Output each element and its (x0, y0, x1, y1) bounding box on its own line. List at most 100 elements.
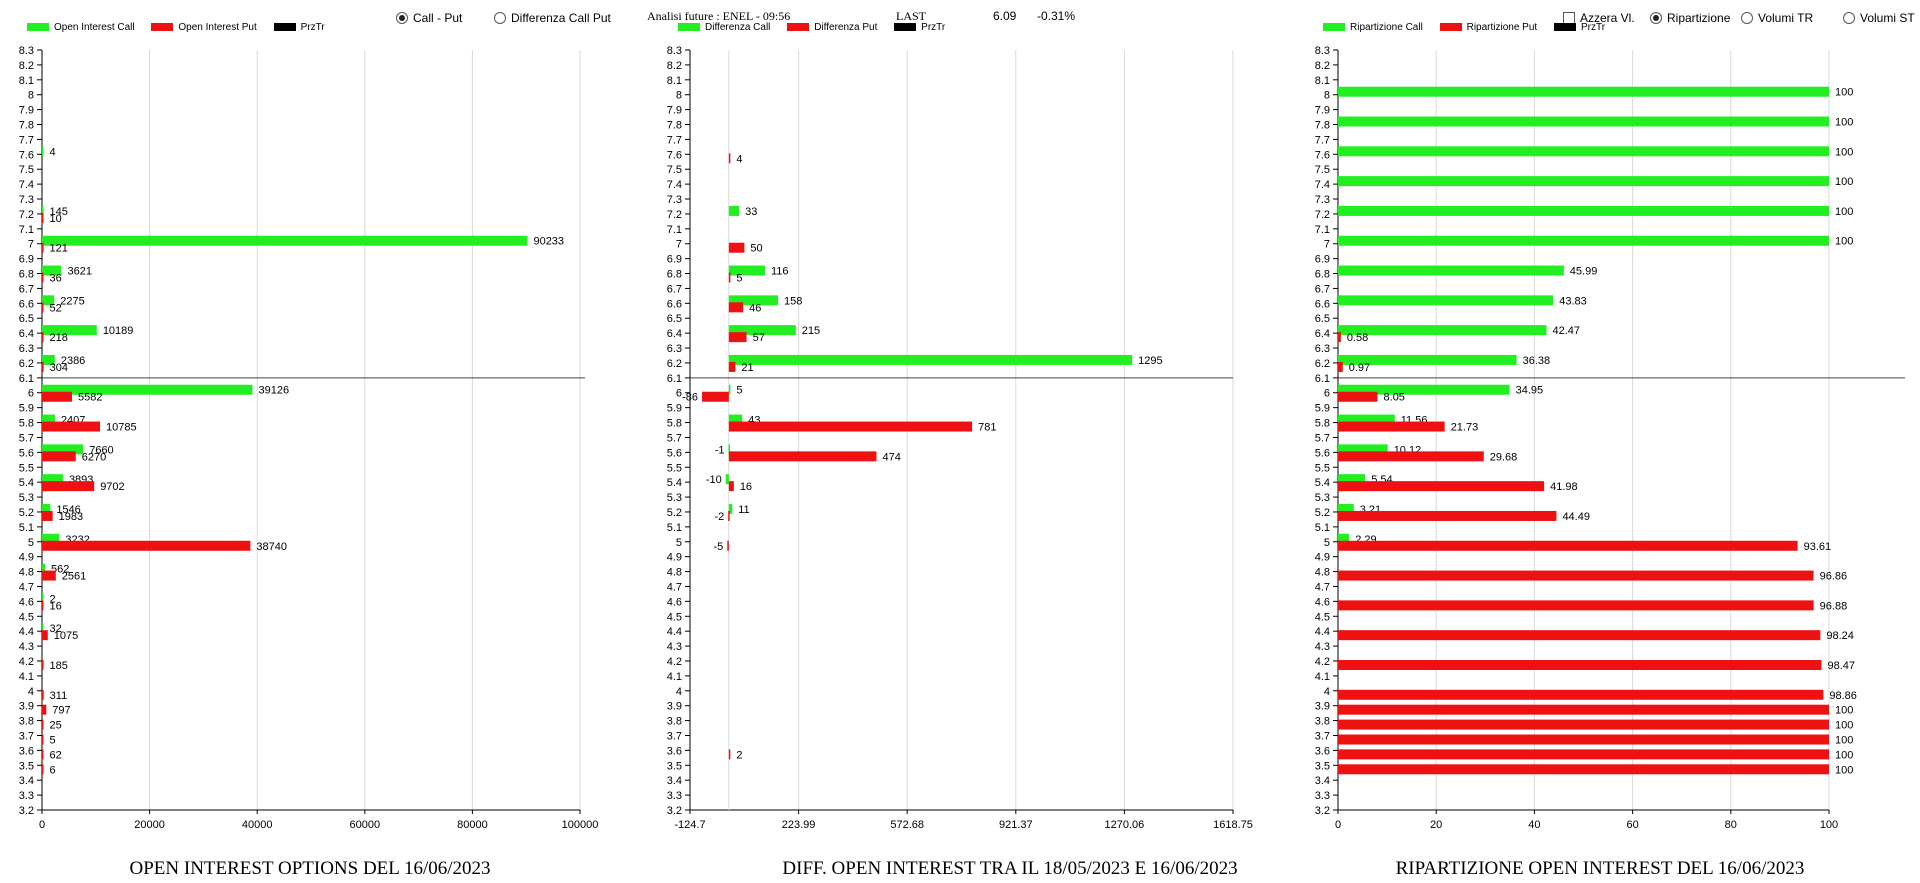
put-bar (727, 540, 729, 551)
put-bar (42, 734, 44, 745)
put-bar (42, 764, 44, 775)
legend-label: PrzTr (921, 22, 946, 33)
put-value-label: 304 (50, 362, 68, 374)
x-tick-label: 100 (1820, 819, 1838, 831)
y-tick-label: 7.3 (19, 194, 34, 206)
y-tick-label: 5.3 (19, 492, 34, 504)
x-tick-label: 80000 (457, 819, 488, 831)
put-value-label: 38740 (256, 541, 287, 553)
azzera-checkbox[interactable]: Azzera Vl. (1563, 11, 1635, 25)
y-tick-label: 3.7 (1315, 730, 1330, 742)
put-bar (42, 361, 44, 372)
y-tick-label: 5.3 (667, 492, 682, 504)
call-put-radio[interactable]: Call - Put (396, 11, 462, 25)
call-value-label: 116 (771, 266, 789, 278)
y-tick-label: 4.2 (19, 656, 34, 668)
legend-item-put: Open Interest Put (151, 22, 257, 33)
call-bar (1338, 414, 1395, 425)
put-value-label: 5 (50, 734, 56, 746)
put-value-label: 4 (736, 153, 742, 165)
y-tick-label: 5 (1324, 537, 1330, 549)
y-tick-label: 6.8 (19, 269, 34, 281)
radio-empty-icon (1741, 12, 1753, 24)
put-bar (42, 600, 44, 611)
y-tick-label: 3.4 (19, 775, 34, 787)
legend-label: Ripartizione Call (1350, 22, 1423, 33)
y-tick-label: 6.7 (1315, 283, 1330, 295)
ripartizione-label: Ripartizione (1667, 11, 1731, 25)
y-tick-label: 3.2 (667, 805, 682, 817)
call-value-label: 100 (1835, 176, 1853, 188)
put-value-label: 21 (741, 362, 753, 374)
call-bar (728, 205, 740, 216)
diff-call-put-label: Differenza Call Put (511, 11, 611, 25)
y-tick-label: 3.9 (19, 701, 34, 713)
put-bar (1338, 749, 1829, 760)
last-label: LAST (896, 9, 926, 23)
put-bar (1338, 719, 1829, 730)
put-bar (42, 481, 95, 492)
y-tick-label: 3.6 (1315, 745, 1330, 757)
put-bar (1338, 361, 1343, 372)
volumi-tr-radio[interactable]: Volumi TR (1741, 11, 1813, 25)
legend-label: PrzTr (1580, 22, 1606, 33)
y-tick-label: 7.4 (19, 179, 34, 191)
put-value-label: 96.88 (1820, 600, 1848, 612)
y-tick-label: 3.9 (667, 701, 682, 713)
put-bar (42, 391, 73, 402)
call-value-label: 100 (1835, 236, 1853, 248)
call-value-label: 100 (1835, 117, 1853, 129)
put-bar (728, 361, 736, 372)
y-tick-label: 5.9 (1315, 403, 1330, 415)
call-bar (1338, 265, 1564, 276)
y-tick-label: 6.5 (667, 313, 682, 325)
put-bar (42, 242, 44, 253)
y-tick-label: 8.1 (19, 75, 34, 87)
volumi-tr-label: Volumi TR (1758, 11, 1814, 25)
y-tick-label: 6.2 (19, 358, 34, 370)
put-value-label: 6 (50, 764, 56, 776)
ripartizione-radio[interactable]: Ripartizione (1650, 11, 1730, 25)
put-bar (42, 540, 251, 551)
y-tick-label: 7.3 (667, 194, 682, 206)
y-tick-label: 3.4 (1315, 775, 1330, 787)
call-bar (1338, 354, 1517, 365)
y-tick-label: 8.3 (667, 45, 682, 57)
volumi-st-radio[interactable]: Volumi ST (1843, 11, 1915, 25)
put-value-label: 52 (50, 302, 62, 314)
y-tick-label: 6.8 (1315, 269, 1330, 281)
y-tick-label: 4.4 (1315, 626, 1330, 638)
put-value-label: 44.49 (1562, 511, 1590, 523)
y-tick-label: 7 (28, 239, 34, 251)
ripartizione-chart: 0 20 40 60 80 100 3.2 3.3 3.4 3.5 3.6 3.7 3.8 3.9 4 4.1… (1315, 45, 1905, 831)
y-tick-label: 7 (676, 239, 682, 251)
put-bar (728, 510, 730, 521)
y-tick-label: 7.6 (1315, 149, 1330, 161)
diff-call-put-radio[interactable]: Differenza Call Put (494, 11, 611, 25)
legend-item-prztr: PrzTr (1553, 22, 1606, 33)
put-value-label: 98.86 (1829, 690, 1857, 702)
call-value-label: 90233 (533, 236, 564, 248)
put-value-label: 1075 (54, 630, 78, 642)
last-value: 6.09 (993, 9, 1017, 23)
y-tick-label: 7.2 (19, 209, 34, 221)
y-tick-label: 7.5 (667, 164, 682, 176)
x-tick-label: -124.7 (674, 819, 705, 831)
call-bar (728, 265, 765, 276)
y-tick-label: 7.5 (1315, 164, 1330, 176)
y-tick-label: 7.8 (667, 120, 682, 132)
y-tick-label: 3.8 (1315, 716, 1330, 728)
y-tick-label: 4.9 (19, 552, 34, 564)
y-tick-label: 4.7 (19, 581, 34, 593)
call-bar (42, 146, 44, 157)
y-tick-label: 6.6 (19, 298, 34, 310)
call-value-label: 2 (50, 593, 56, 605)
y-tick-label: 4.9 (667, 552, 682, 564)
y-tick-label: 3.2 (19, 805, 34, 817)
x-tick-label: 921.37 (999, 819, 1033, 831)
y-tick-label: 7.1 (19, 224, 34, 236)
y-tick-label: 6.3 (19, 343, 34, 355)
put-value-label: 98.47 (1827, 660, 1855, 672)
y-tick-label: 5.2 (667, 507, 682, 519)
y-tick-label: 3.9 (1315, 701, 1330, 713)
